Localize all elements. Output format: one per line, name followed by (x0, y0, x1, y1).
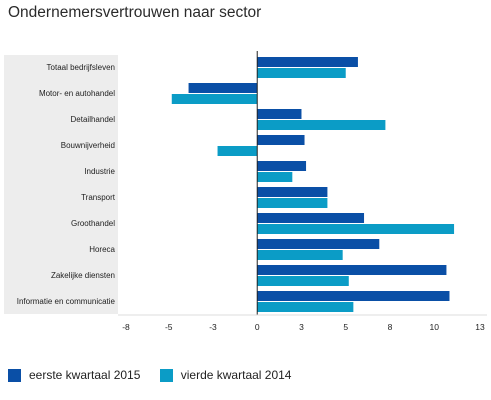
x-tick-label: -8 (122, 322, 130, 332)
legend-swatch-series-1 (8, 368, 21, 382)
bar-series-2 (171, 94, 258, 104)
bar-series-1 (257, 161, 307, 171)
bar-series-2 (257, 172, 293, 182)
bar-series-2 (257, 250, 343, 260)
legend-label-series-1: eerste kwartaal 2015 (29, 368, 141, 382)
x-tick-label: 8 (388, 322, 393, 332)
category-label: Transport (81, 193, 116, 202)
bar-series-1 (257, 109, 302, 119)
bar-series-2 (257, 224, 455, 234)
bar-series-2 (257, 68, 346, 78)
x-tick-label: 13 (475, 322, 485, 332)
bar-series-1 (257, 291, 450, 301)
category-label: Bouwnijverheid (61, 141, 115, 150)
x-tick-label: -3 (209, 322, 217, 332)
category-label: Industrie (84, 167, 115, 176)
category-label: Motor- en autohandel (39, 89, 115, 98)
x-tick-label: 10 (429, 322, 439, 332)
x-tick-label: -5 (165, 322, 173, 332)
category-label: Informatie en communicatie (17, 297, 116, 306)
bar-series-1 (257, 265, 447, 275)
bar-series-1 (257, 135, 305, 145)
bar-series-1 (257, 239, 380, 249)
x-tick-label: 0 (255, 322, 260, 332)
bar-series-1 (188, 83, 258, 93)
category-label: Horeca (89, 245, 115, 254)
legend: eerste kwartaal 2015 vierde kwartaal 201… (8, 368, 307, 385)
category-label: Zakelijke diensten (51, 271, 115, 280)
legend-item-series-1: eerste kwartaal 2015 (8, 368, 140, 382)
legend-item-series-2: vierde kwartaal 2014 (159, 368, 292, 382)
category-label: Groothandel (71, 219, 115, 228)
bar-series-1 (257, 187, 328, 197)
category-label: Totaal bedrijfsleven (47, 63, 115, 72)
bar-series-1 (257, 213, 365, 223)
bar-series-2 (257, 198, 328, 208)
bar-series-1 (257, 57, 358, 67)
x-tick-label: 5 (343, 322, 348, 332)
legend-swatch-series-2 (159, 368, 173, 382)
bar-series-2 (257, 276, 349, 286)
legend-label-series-2: vierde kwartaal 2014 (180, 368, 292, 382)
category-label: Detailhandel (71, 115, 116, 124)
x-tick-label: 3 (299, 322, 304, 332)
bar-series-2 (257, 120, 386, 130)
bar-series-2 (217, 146, 258, 156)
bar-series-2 (257, 302, 354, 312)
chart-title: Ondernemersvertrouwen naar sector (8, 4, 262, 21)
category-label-panel (4, 55, 118, 314)
bar-chart: Totaal bedrijfsleven Motor- en autohandel… (4, 51, 487, 332)
